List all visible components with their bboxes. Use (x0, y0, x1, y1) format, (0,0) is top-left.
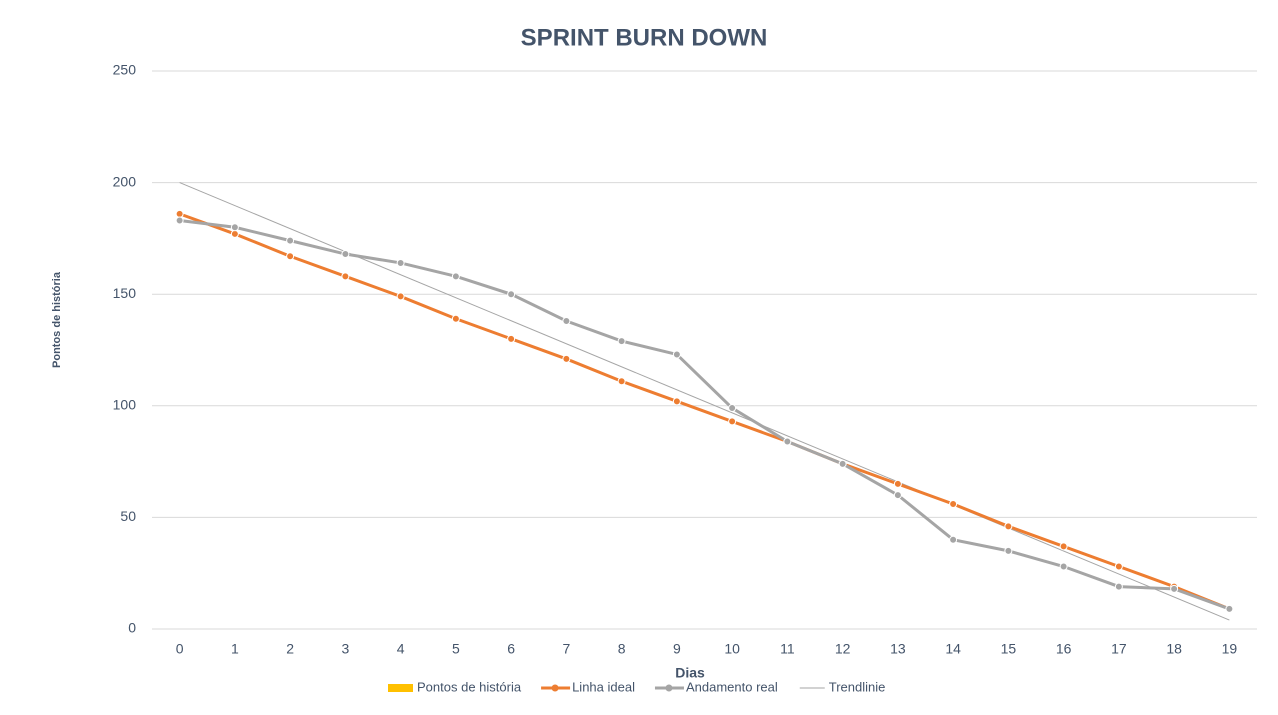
y-tick-label: 50 (120, 508, 136, 524)
point (286, 252, 295, 261)
x-tick-label: 5 (452, 641, 460, 657)
point (230, 223, 239, 232)
series-line (179, 212, 1230, 611)
x-tick-label: 3 (341, 641, 349, 657)
legend-label: Pontos de história (417, 679, 522, 694)
x-tick-label: 12 (835, 641, 851, 657)
x-tick-label: 1 (231, 641, 239, 657)
y-tick-label: 200 (113, 173, 137, 189)
x-tick-label: 11 (780, 641, 795, 657)
x-tick-label: 17 (1111, 641, 1127, 657)
point (1004, 546, 1013, 555)
y-tick-label: 100 (113, 397, 137, 413)
chart-title: SPRINT BURN DOWN (521, 24, 768, 51)
x-tick-label: 19 (1222, 641, 1238, 657)
legend-swatch (388, 684, 413, 692)
x-tick-label: 16 (1056, 641, 1072, 657)
point (783, 437, 792, 446)
point (728, 404, 737, 413)
x-axis-label: Dias (675, 665, 705, 681)
legend-swatch (665, 684, 673, 692)
x-tick-label: 2 (286, 641, 294, 657)
point (1225, 604, 1234, 613)
point (230, 229, 239, 238)
y-tick-label: 150 (113, 285, 137, 301)
y-tick-label: 0 (128, 620, 136, 636)
point (1059, 562, 1068, 571)
point (1114, 562, 1123, 571)
x-tick-label: 10 (724, 641, 740, 657)
x-tick-label: 15 (1001, 641, 1017, 657)
point (893, 479, 902, 488)
point (1004, 522, 1013, 531)
point (507, 290, 516, 299)
point (451, 272, 460, 281)
point (396, 258, 405, 267)
series-line (179, 219, 1230, 611)
point (949, 535, 958, 544)
x-tick-label: 18 (1166, 641, 1182, 657)
point (562, 316, 571, 325)
point (1059, 542, 1068, 551)
x-tick-label: 0 (176, 641, 184, 657)
point (396, 292, 405, 301)
point (617, 377, 626, 386)
legend-label: Trendlinie (829, 679, 886, 694)
point (893, 491, 902, 500)
point (562, 354, 571, 363)
point (507, 334, 516, 343)
x-tick-label: 14 (945, 641, 961, 657)
point (341, 272, 350, 281)
y-tick-label: 250 (113, 62, 137, 78)
point (175, 209, 184, 218)
legend-label: Andamento real (686, 679, 778, 694)
point (1170, 584, 1179, 593)
point (949, 500, 958, 509)
point (1114, 582, 1123, 591)
x-tick-label: 8 (618, 641, 626, 657)
point (672, 350, 681, 359)
point (286, 236, 295, 245)
x-tick-label: 9 (673, 641, 681, 657)
point (728, 417, 737, 426)
x-tick-label: 13 (890, 641, 906, 657)
x-tick-label: 7 (562, 641, 570, 657)
legend-swatch (551, 684, 559, 692)
x-tick-label: 6 (507, 641, 515, 657)
point (451, 314, 460, 323)
point (672, 397, 681, 406)
legend-label: Linha ideal (572, 679, 635, 694)
point (617, 337, 626, 346)
y-axis-label: Pontos de história (51, 271, 63, 368)
point (838, 459, 847, 468)
trendline (179, 182, 1230, 621)
point (175, 216, 184, 225)
x-tick-label: 4 (397, 641, 405, 657)
point (341, 250, 350, 259)
